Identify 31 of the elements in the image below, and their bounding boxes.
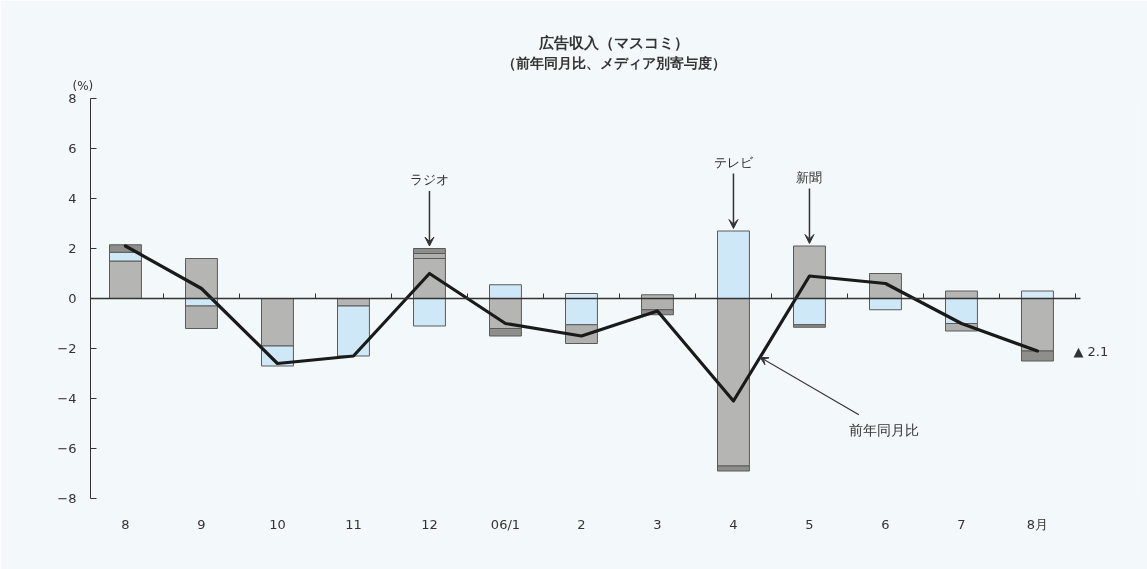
text: 前年同月比 [848, 422, 919, 439]
x-tick-label: 2 [577, 516, 586, 532]
y-tick-label: 0 [68, 291, 77, 306]
annotation: 新聞 [796, 169, 823, 185]
y-tick-label: 2 [68, 241, 77, 256]
x-tick-label: 8月 [1026, 516, 1049, 532]
y-tick-label: −2 [57, 341, 77, 356]
x-tick-label: 9 [197, 516, 206, 532]
y-tick-label: 6 [68, 141, 77, 156]
y-tick-label: −6 [57, 441, 77, 456]
x-tick-label: 3 [653, 516, 662, 532]
x-tick-label: 12 [421, 516, 438, 532]
x-tick-label: 11 [345, 516, 362, 532]
y-tick-label: 8 [68, 91, 77, 106]
annotation: テレビ [713, 154, 754, 170]
line-series [123, 244, 1040, 403]
annotation: ▲ 2.1 [1073, 343, 1109, 359]
chart-subtitle: （前年同月比、メディア別寄与度） [502, 54, 726, 71]
x-tick-label: 6 [881, 516, 890, 532]
x-tick-label: 06/1 [490, 516, 521, 532]
x-tick-label: 10 [269, 516, 286, 532]
y-axis-title: (%) [72, 78, 94, 93]
x-tick-label: 4 [729, 516, 738, 532]
chart-title: 広告収入（マスコミ） [538, 33, 689, 52]
x-tick-label: 7 [957, 516, 966, 532]
y-tick-label: 4 [68, 191, 77, 206]
x-tick-label: 8 [121, 516, 130, 532]
x-tick-label: 5 [805, 516, 814, 532]
y-tick-label: −8 [57, 491, 77, 506]
y-tick-label: −4 [57, 391, 77, 406]
annotation: ラジオ [409, 172, 449, 187]
